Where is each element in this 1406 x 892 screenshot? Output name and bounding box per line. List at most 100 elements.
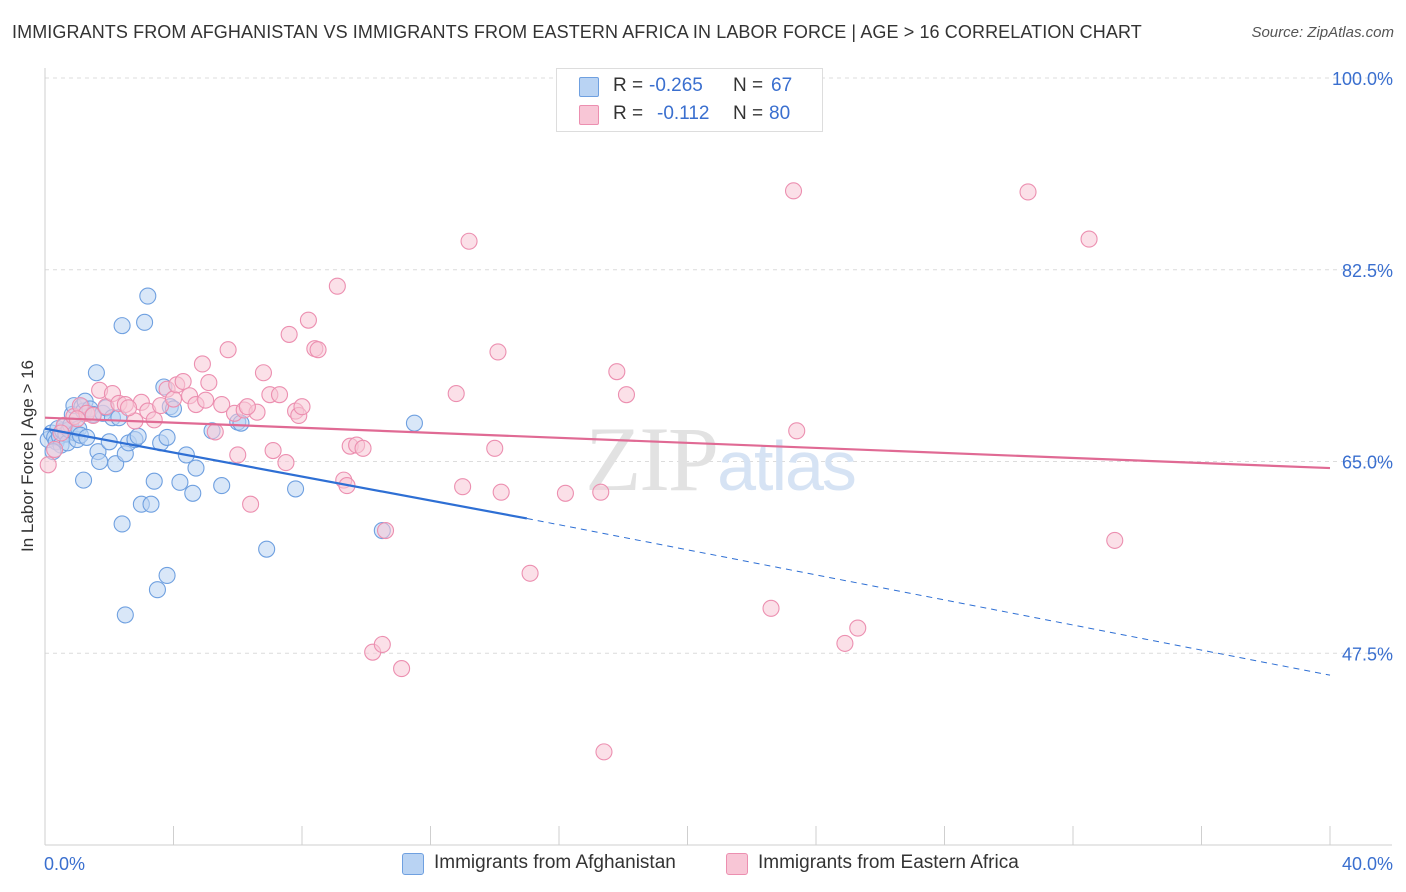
point-eastern-africa [454,478,472,496]
y-tick-label: 100.0% [1332,69,1393,89]
point-eastern-africa [213,395,231,414]
point-afghanistan [287,480,305,498]
trend-line-eastern-africa [44,416,1331,470]
x-tick-label: 0.0% [44,854,85,874]
legend-n-value: 80 [769,103,791,124]
watermark: ZIPatlas [585,408,855,510]
point-eastern-africa [849,619,867,637]
point-eastern-africa [270,386,289,404]
series-label-afghanistan: Immigrants from Afghanistan [434,852,676,873]
point-eastern-africa [264,441,282,460]
point-eastern-africa [242,495,260,513]
point-eastern-africa [788,422,806,440]
axes [44,68,1392,846]
point-eastern-africa [145,411,163,429]
point-afghanistan [171,473,189,491]
point-eastern-africa [460,232,478,250]
point-afghanistan [187,459,205,477]
data-points [39,182,1124,761]
point-afghanistan [75,471,93,489]
point-afghanistan [87,364,105,382]
y-tick-label: 65.0% [1342,453,1393,473]
point-eastern-africa [595,743,613,761]
chart-title: IMMIGRANTS FROM AFGHANISTAN VS IMMIGRANT… [12,22,1142,42]
point-eastern-africa [1019,183,1037,201]
point-eastern-africa [492,483,510,501]
point-eastern-africa [119,399,138,417]
point-eastern-africa [373,635,391,654]
point-eastern-africa [486,439,504,457]
legend-n-label: N = [733,103,764,124]
point-afghanistan [113,317,131,335]
series-label-eastern-africa: Immigrants from Eastern Africa [758,852,1019,873]
series-swatch-afghanistan [402,853,424,875]
point-eastern-africa [617,386,636,404]
legend-n-label: N = [733,75,764,96]
y-tick-label: 47.5% [1342,644,1393,664]
point-eastern-africa [174,372,192,391]
point-afghanistan [139,287,157,305]
point-eastern-africa [229,446,247,464]
point-eastern-africa [376,521,395,540]
point-afghanistan [91,452,109,471]
trend-line-afghanistan [44,427,528,520]
x-tick-labels: 0.0% 40.0% [44,854,1393,874]
point-eastern-africa [197,391,215,409]
point-eastern-africa [556,484,574,502]
point-eastern-africa [521,564,539,582]
point-eastern-africa [489,343,507,361]
legend-r-value: -0.112 [657,103,710,124]
source-label: Source: ZipAtlas.com [1251,24,1394,41]
point-eastern-africa [447,385,465,403]
point-eastern-africa [277,454,295,472]
point-afghanistan [136,313,154,331]
legend-n-value: 67 [771,75,793,96]
y-tick-label: 82.5% [1342,261,1393,281]
point-eastern-africa [592,483,610,501]
point-eastern-africa [328,277,346,295]
point-eastern-africa [254,364,273,382]
point-eastern-africa [299,311,317,329]
correlation-legend: R = -0.265 N = 67 R = -0.112 N = 80 [556,68,823,132]
legend-r-value: -0.265 [649,75,703,96]
point-afghanistan [405,414,423,432]
point-afghanistan [129,427,147,445]
point-afghanistan [142,495,160,513]
gridlines [45,77,1392,654]
point-afghanistan [145,472,163,490]
trend-line-afghanistan-extension [526,517,1331,676]
point-afghanistan [113,515,131,533]
point-eastern-africa [309,341,327,359]
point-eastern-africa [280,325,298,343]
point-eastern-africa [238,398,256,416]
point-eastern-africa [1106,531,1124,549]
legend-swatch-afghanistan [579,77,599,97]
point-afghanistan [116,606,134,624]
point-afghanistan [258,540,276,558]
point-eastern-africa [46,440,64,458]
point-eastern-africa [608,363,626,381]
trend-lines [44,416,1331,676]
y-tick-labels: 47.5% 65.0% 82.5% 100.0% [1332,69,1393,664]
point-eastern-africa [206,423,224,441]
legend-r-label: R = [613,103,644,124]
series-swatch-eastern-africa [726,853,748,875]
point-eastern-africa [39,456,57,474]
point-eastern-africa [762,599,780,617]
point-afghanistan [158,428,176,446]
point-afghanistan [158,566,176,585]
point-eastern-africa [354,439,372,457]
point-eastern-africa [200,374,218,392]
point-eastern-africa [193,355,211,373]
point-eastern-africa [164,390,183,408]
legend-swatch-eastern-africa [579,105,599,125]
point-eastern-africa [293,398,311,416]
x-tick-label: 40.0% [1342,854,1393,874]
point-eastern-africa [836,634,854,652]
point-afghanistan [148,581,166,599]
legend-r-label: R = [613,75,644,96]
point-afghanistan [184,484,202,502]
point-eastern-africa [1080,230,1098,248]
point-eastern-africa [784,182,803,200]
